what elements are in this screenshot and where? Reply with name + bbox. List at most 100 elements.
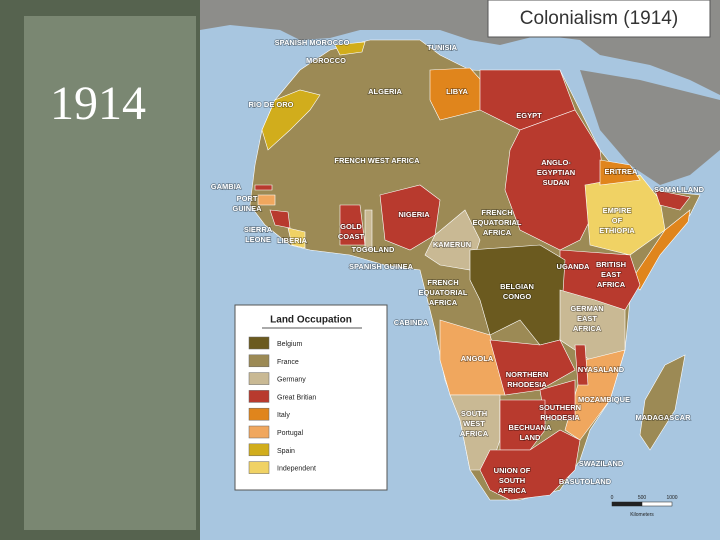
region-label: EAST — [577, 314, 597, 323]
region-label: SOMALILAND — [654, 185, 705, 194]
legend-title: Land Occupation — [270, 315, 352, 326]
region-label: COAST — [338, 232, 365, 241]
scale-tick: 500 — [638, 495, 647, 501]
territory — [654, 189, 691, 211]
region-label: MADAGASCAR — [636, 413, 692, 422]
text-panel — [24, 16, 196, 530]
region-label: AFRICA — [498, 486, 527, 495]
region-label: ETHIOPIA — [599, 226, 635, 235]
region-label: UGANDA — [557, 262, 590, 271]
legend-swatch — [248, 372, 270, 385]
territory — [261, 89, 321, 151]
legend-swatch — [248, 354, 270, 368]
region-label: LAND — [520, 433, 541, 442]
region-label: EMPIRE — [603, 206, 632, 215]
scale-unit: Kilometers — [630, 512, 654, 518]
legend-label: Belgium — [277, 341, 302, 348]
legend-swatch — [248, 336, 270, 350]
region-label: SWAZILAND — [579, 459, 624, 468]
region-label: AFRICA — [460, 429, 489, 438]
legend-label: Spain — [277, 448, 295, 455]
region-label: NYASALAND — [578, 365, 625, 374]
region-label: LIBYA — [446, 87, 468, 96]
region-label: BASUTOLAND — [559, 477, 612, 486]
region-label: TOGOLAND — [352, 245, 395, 254]
legend-label: Independent — [277, 466, 316, 473]
slide-title: 1914 — [50, 77, 146, 130]
region-label: AFRICA — [573, 324, 602, 333]
region-label: RHODESIA — [507, 380, 547, 389]
territory — [254, 184, 273, 191]
legend-swatch — [248, 407, 270, 421]
territory — [489, 339, 576, 396]
territory — [257, 194, 276, 206]
legend-swatch — [248, 425, 270, 439]
region-label: RHODESIA — [540, 413, 580, 422]
territory — [287, 227, 306, 249]
region-label: KAMERUN — [433, 240, 471, 249]
legend-label: Italy — [277, 412, 290, 419]
region-label: ALGERIA — [368, 87, 402, 96]
territory — [269, 209, 291, 229]
region-label: SIERRA — [244, 225, 273, 234]
region-label: SOUTH — [461, 409, 487, 418]
region-label: BECHUANA — [509, 423, 553, 432]
region-label: GAMBIA — [211, 182, 242, 191]
territory — [334, 41, 366, 56]
territory — [504, 109, 606, 251]
legend-label: France — [277, 359, 299, 366]
region-label: EQUATORIAL — [419, 288, 468, 297]
territory — [364, 209, 373, 251]
region-label: NORTHERN — [506, 370, 549, 379]
legend-label: Portugal — [277, 430, 304, 437]
region-label: BELGIAN — [500, 282, 534, 291]
legend-label: Great Britian — [277, 394, 316, 401]
region-label: FRENCH — [427, 278, 458, 287]
region-label: LIBERIA — [277, 236, 308, 245]
territory — [574, 344, 589, 386]
region-label: MOZAMBIQUE — [578, 395, 630, 404]
region-label: RIO DE ORO — [248, 100, 293, 109]
region-label: UNION OF — [494, 466, 531, 475]
region-label: CABINDA — [394, 318, 429, 327]
region-label: WEST — [463, 419, 485, 428]
region-label: ANGLO- — [541, 158, 571, 167]
region-label: OF — [612, 216, 623, 225]
region-label: FRENCH WEST AFRICA — [334, 156, 420, 165]
region-label: ANGOLA — [461, 354, 494, 363]
region-label: ERITREA — [605, 167, 639, 176]
territory — [639, 354, 686, 451]
map-title: Colonialism (1914) — [520, 8, 678, 29]
territory — [499, 399, 546, 451]
region-label: FRENCH — [481, 208, 512, 217]
region-label: NIGERIA — [398, 210, 430, 219]
region-label: GERMAN — [570, 304, 603, 313]
region-label: GUINEA — [232, 204, 262, 213]
region-label: EGYPTIAN — [537, 168, 575, 177]
region-label: CONGO — [503, 292, 532, 301]
region-label: SOUTH — [499, 476, 525, 485]
region-label: MOROCCO — [306, 56, 346, 65]
region-label: AFRICA — [483, 228, 512, 237]
territory — [469, 244, 566, 346]
region-label: EGYPT — [516, 111, 542, 120]
legend-swatch — [248, 443, 270, 457]
region-label: EQUATORIAL — [473, 218, 522, 227]
region-label: SPANISH GUINEA — [349, 262, 414, 271]
territory — [599, 159, 641, 186]
scale-tick: 0 — [611, 495, 614, 501]
region-label: SOUTHERN — [539, 403, 581, 412]
region-label: BRITISH — [596, 260, 626, 269]
region-label: EAST — [601, 270, 621, 279]
scale-bar — [611, 501, 643, 507]
region-label: AFRICA — [429, 298, 458, 307]
region-label: TUNISIA — [427, 43, 458, 52]
scale-bar — [641, 501, 673, 507]
arabia — [580, 70, 720, 185]
scale-tick: 1000 — [666, 495, 677, 501]
region-label: PORT — [237, 194, 258, 203]
region-label: GOLD — [340, 222, 362, 231]
region-label: SPANISH MOROCCO — [275, 38, 350, 47]
region-label: LEONE — [245, 235, 271, 244]
